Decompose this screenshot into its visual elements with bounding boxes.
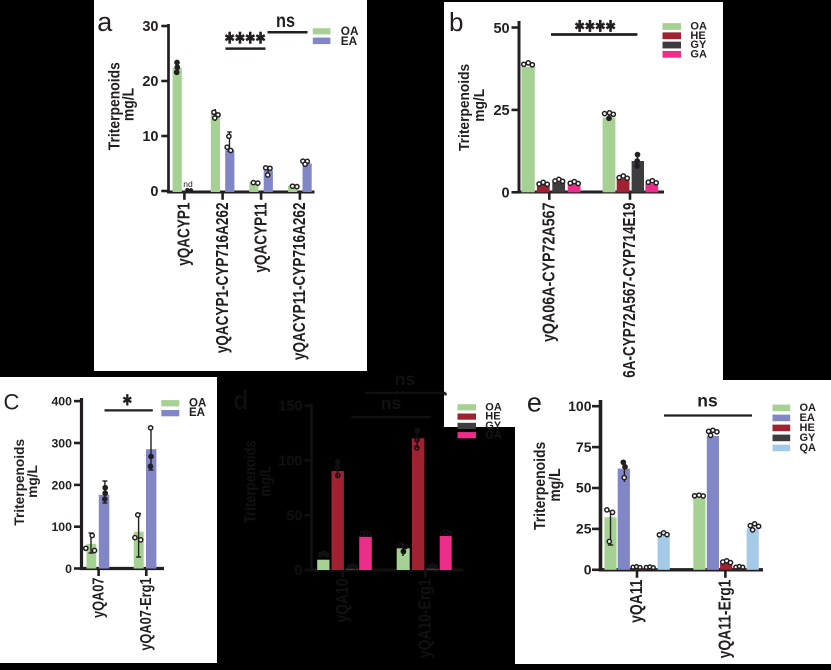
svg-text:a: a — [97, 7, 113, 37]
svg-text:GY: GY — [690, 39, 707, 51]
svg-text:OA: OA — [690, 21, 707, 33]
svg-text:b: b — [449, 7, 463, 37]
svg-text:e: e — [527, 388, 542, 418]
svg-text:100: 100 — [51, 520, 72, 534]
svg-text:400: 400 — [51, 395, 72, 409]
svg-text:GA: GA — [485, 429, 502, 441]
svg-text:yQA11-Erg1: yQA11-Erg1 — [716, 579, 735, 658]
svg-text:150: 150 — [278, 399, 302, 415]
svg-text:GA: GA — [690, 49, 707, 61]
svg-text:GY: GY — [800, 432, 817, 444]
svg-text:Triterpenoids: Triterpenoids — [532, 442, 549, 530]
svg-text:Triterpenoids: Triterpenoids — [456, 64, 472, 151]
svg-text:0: 0 — [65, 562, 72, 576]
svg-text:20: 20 — [142, 74, 158, 90]
svg-text:yQACYP11-CYP716A262: yQACYP11-CYP716A262 — [291, 202, 310, 360]
svg-text:yQACYP11: yQACYP11 — [252, 202, 271, 272]
svg-text:yQA06A-CYP72A567: yQA06A-CYP72A567 — [540, 202, 559, 342]
svg-text:HE: HE — [690, 30, 705, 42]
svg-text:mg/L: mg/L — [548, 468, 565, 501]
svg-text:d: d — [234, 385, 248, 415]
svg-text:ns: ns — [697, 391, 718, 411]
svg-text:ns: ns — [395, 369, 416, 389]
svg-text:30: 30 — [142, 19, 158, 35]
svg-text:Triterpenoids: Triterpenoids — [242, 440, 259, 523]
svg-text:yQA07: yQA07 — [90, 578, 108, 619]
svg-text:yQA11: yQA11 — [628, 579, 647, 623]
svg-text:50: 50 — [286, 508, 302, 524]
svg-text:QA: QA — [800, 442, 817, 454]
svg-text:HE: HE — [485, 411, 500, 423]
svg-text:EA: EA — [189, 407, 205, 419]
svg-text:EA: EA — [800, 412, 815, 424]
svg-text:25: 25 — [576, 521, 592, 537]
svg-text:6A-CYP72A567-CYP714E19: 6A-CYP72A567-CYP714E19 — [621, 202, 640, 377]
svg-text:0: 0 — [294, 563, 302, 579]
svg-text:Triterpenoids: Triterpenoids — [12, 439, 27, 526]
svg-text:mg/L: mg/L — [258, 465, 275, 496]
svg-text:50: 50 — [493, 21, 509, 37]
svg-text:yQACYP1-CYP716A262: yQACYP1-CYP716A262 — [213, 202, 232, 353]
svg-text:OA: OA — [800, 402, 817, 414]
svg-text:yQA10-Erg1: yQA10-Erg1 — [416, 578, 435, 658]
svg-text:200: 200 — [51, 478, 72, 492]
svg-text:yQACYP1: yQACYP1 — [175, 202, 194, 266]
svg-text:10: 10 — [142, 129, 158, 145]
svg-text:0: 0 — [150, 184, 158, 200]
svg-text:EA: EA — [341, 34, 358, 48]
svg-text:50: 50 — [576, 480, 592, 496]
svg-text:OA: OA — [485, 401, 502, 413]
svg-text:mg/L: mg/L — [25, 465, 40, 498]
svg-text:yQA07-Erg1: yQA07-Erg1 — [138, 578, 156, 651]
svg-text:ns: ns — [381, 393, 402, 413]
svg-text:HE: HE — [800, 422, 815, 434]
svg-text:nd: nd — [183, 179, 193, 189]
svg-text:C: C — [4, 390, 20, 415]
svg-text:Triterpenoids: Triterpenoids — [106, 62, 124, 150]
svg-text:ns: ns — [276, 10, 295, 31]
svg-text:0: 0 — [584, 562, 592, 578]
svg-text:mg/L: mg/L — [471, 89, 487, 122]
svg-text:100: 100 — [568, 398, 592, 414]
svg-text:100: 100 — [278, 454, 302, 470]
svg-text:0: 0 — [502, 186, 510, 202]
svg-text:OA: OA — [341, 24, 359, 38]
svg-text:25: 25 — [493, 103, 509, 119]
svg-text:OA: OA — [189, 397, 206, 409]
svg-text:mg/L: mg/L — [120, 88, 138, 121]
svg-text:75: 75 — [576, 439, 592, 455]
svg-text:GY: GY — [485, 420, 502, 432]
svg-text:300: 300 — [51, 436, 72, 450]
svg-text:yQA10: yQA10 — [334, 578, 353, 622]
